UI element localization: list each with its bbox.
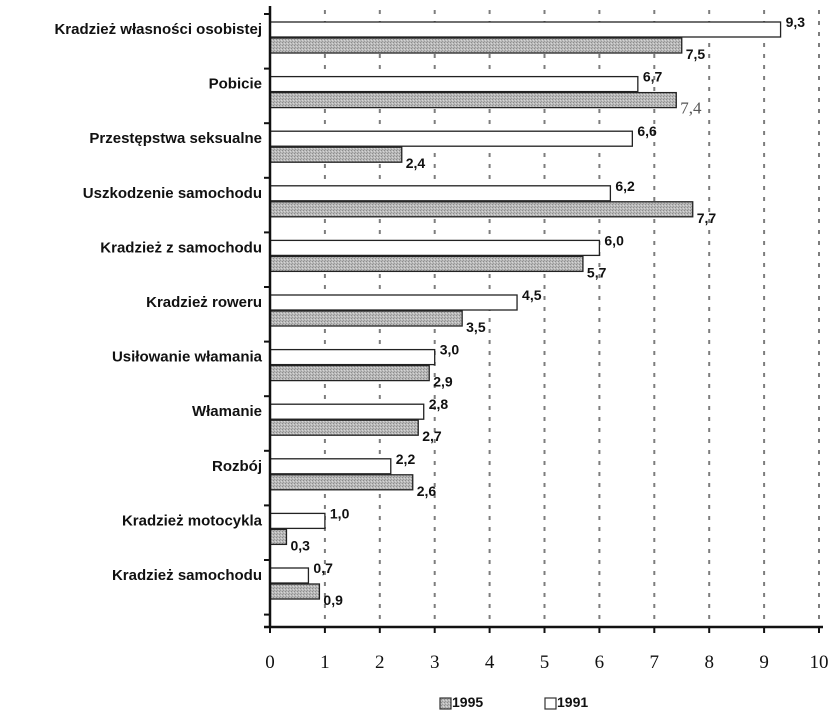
value-label-1991-8: 2,2 [396, 451, 416, 467]
bar-1991-7 [269, 403, 425, 420]
labels: 9,3 7,5 Kradzież własności osobistej 6,7 7,4… [54, 14, 805, 608]
bar-1991-6 [269, 348, 436, 366]
value-label-1995-6: 2,9 [433, 374, 453, 390]
x-tick-label-7: 7 [650, 652, 660, 673]
value-label-1991-6: 3,0 [440, 342, 460, 358]
value-label-1991-4: 6,0 [604, 232, 624, 248]
category-label-8: Rozbój [212, 458, 262, 475]
category-label-6: Usiłowanie włamania [112, 349, 263, 366]
bar-1995-8 [269, 474, 414, 491]
bar-1995-3 [269, 201, 694, 218]
category-label-7: Włamanie [192, 403, 262, 420]
value-label-1991-10: 0,7 [313, 560, 333, 576]
bar-1991-4 [269, 239, 601, 257]
value-label-1995-8: 2,6 [417, 483, 437, 499]
category-label-1: Pobicie [209, 76, 262, 93]
legend-swatch-1995 [439, 697, 452, 710]
axes: 0 1 2 3 4 5 6 7 8 9 10 [264, 6, 829, 673]
x-tick-label-8: 8 [704, 652, 714, 673]
bar-1991-8 [269, 458, 392, 475]
bar-1995-4 [269, 255, 584, 273]
value-label-1991-3: 6,2 [615, 178, 635, 194]
value-label-1991-7: 2,8 [429, 396, 449, 412]
bar-1991-5 [269, 294, 518, 311]
bar-1995-10 [269, 583, 321, 600]
value-label-1991-1: 6,7 [643, 69, 663, 85]
category-label-9: Kradzież motocykla [122, 512, 263, 529]
value-label-1995-1: 7,4 [680, 99, 702, 118]
bar-1991-9 [269, 512, 326, 530]
x-tick-label-5: 5 [540, 652, 550, 673]
category-label-0: Kradzież własności osobistej [54, 21, 262, 38]
category-label-2: Przestępstwa seksualne [89, 130, 262, 147]
bar-1995-1 [269, 91, 677, 109]
value-label-1995-0: 7,5 [686, 46, 706, 62]
legend: 1995 1991 [439, 694, 588, 710]
x-tick-label-6: 6 [595, 652, 605, 673]
bar-1991-1 [269, 75, 639, 93]
value-label-1995-7: 2,7 [422, 428, 442, 444]
bar-1995-7 [269, 419, 419, 436]
bars [269, 21, 782, 600]
value-label-1995-9: 0,3 [290, 537, 310, 553]
bar-1995-0 [269, 37, 683, 54]
x-tick-label-0: 0 [265, 652, 275, 673]
value-label-1991-0: 9,3 [786, 14, 806, 30]
legend-swatch-1991 [544, 697, 557, 710]
bar-1995-5 [269, 310, 463, 327]
value-label-1995-5: 3,5 [466, 319, 486, 335]
value-label-1991-5: 4,5 [522, 287, 542, 303]
value-label-1995-3: 7,7 [697, 210, 717, 226]
x-tick-label-2: 2 [375, 652, 385, 673]
bar-1991-0 [269, 21, 782, 38]
category-label-5: Kradzież roweru [146, 294, 262, 311]
bar-1991-10 [269, 567, 310, 584]
bar-1995-2 [269, 146, 403, 163]
legend-label-1995: 1995 [452, 694, 483, 710]
category-label-3: Uszkodzenie samochodu [83, 185, 262, 202]
x-tick-label-3: 3 [430, 652, 440, 673]
value-label-1991-2: 6,6 [637, 123, 657, 139]
bar-1995-9 [269, 528, 288, 546]
x-tick-label-1: 1 [320, 652, 330, 673]
category-label-4: Kradzież z samochodu [100, 239, 262, 256]
value-label-1995-4: 5,7 [587, 264, 607, 280]
x-tick-label-4: 4 [485, 652, 495, 673]
value-label-1995-2: 2,4 [406, 155, 426, 171]
bar-1991-2 [269, 130, 633, 147]
value-label-1991-9: 1,0 [330, 505, 350, 521]
category-label-10: Kradzież samochodu [112, 567, 262, 584]
bar-1991-3 [269, 185, 612, 202]
x-tick-label-10: 10 [810, 652, 829, 673]
value-label-1995-10: 0,9 [323, 592, 343, 608]
legend-label-1991: 1991 [557, 694, 588, 710]
bar-1995-6 [269, 364, 430, 382]
x-tick-label-9: 9 [759, 652, 769, 673]
